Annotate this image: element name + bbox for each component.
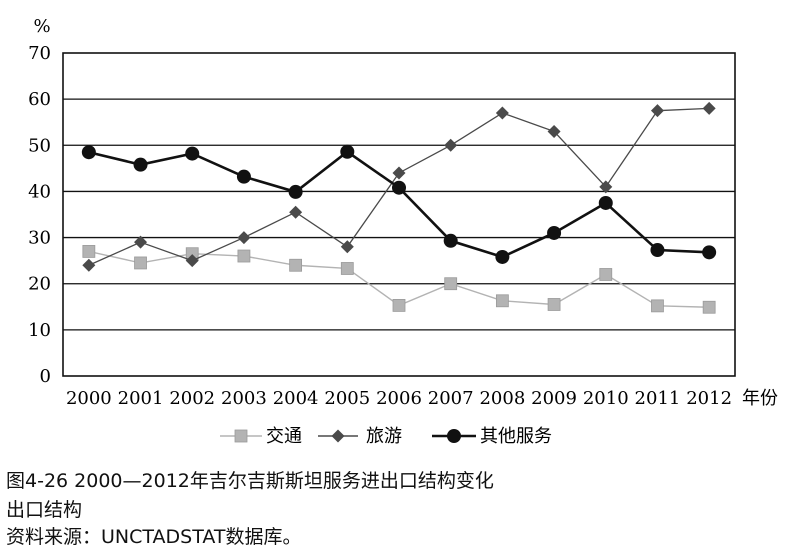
figure-source-note: 资料来源：UNCTADSTAT数据库。: [6, 526, 302, 548]
y-tick-label: 20: [28, 274, 51, 295]
data-point-circle: [236, 169, 251, 184]
data-point-diamond: [134, 235, 148, 249]
data-point-square: [547, 298, 561, 311]
x-unit-label: 年份: [742, 388, 778, 409]
x-tick-label: 2006: [376, 388, 422, 409]
legend: 交通 旅游 其他服务: [220, 426, 552, 447]
data-point-square: [82, 245, 96, 258]
data-point-square: [444, 277, 458, 291]
data-point-square: [392, 299, 406, 312]
x-tick-label: 2012: [686, 388, 732, 409]
x-tick-label: 2000: [66, 388, 112, 409]
data-point-square: [234, 429, 248, 443]
data-point-circle: [392, 180, 406, 195]
legend-item: 其他服务: [432, 426, 552, 447]
data-point-circle: [447, 429, 461, 443]
y-tick-label: 10: [28, 320, 51, 341]
data-point-diamond: [495, 106, 509, 120]
figure-caption-title: 图4-26 2000—2012年吉尔吉斯斯坦服务进出口结构变化: [6, 470, 494, 492]
data-point-square: [495, 294, 509, 308]
x-tick-label: 2008: [479, 388, 525, 409]
x-tick-label: 2001: [118, 388, 164, 409]
data-point-square: [134, 256, 147, 270]
data-point-diamond: [650, 104, 664, 118]
x-tick-label: 2011: [635, 388, 681, 409]
legend-label: 交通: [266, 426, 302, 447]
data-point-diamond: [392, 166, 406, 180]
data-point-diamond: [331, 429, 345, 443]
line-chart: 0 10 20 30 40 50 60 70 2000 2001 2002 2003 2004 2005…: [28, 16, 778, 447]
y-unit-label: %: [33, 16, 50, 37]
data-point-circle: [547, 225, 562, 240]
data-point-diamond: [547, 124, 561, 138]
data-point-circle: [81, 145, 96, 160]
figure-caption-subtitle: 出口结构: [6, 499, 83, 521]
y-tick-label: 60: [28, 89, 51, 110]
data-point-circle: [185, 146, 200, 161]
y-tick-label: 70: [28, 43, 51, 64]
series-1: [82, 245, 716, 314]
legend-label: 其他服务: [480, 426, 552, 447]
data-point-diamond: [237, 231, 251, 245]
data-point-circle: [133, 157, 148, 172]
data-point-diamond: [82, 258, 96, 272]
data-point-square: [289, 258, 303, 272]
data-point-square: [651, 299, 664, 313]
data-point-square: [702, 300, 716, 314]
data-point-circle: [495, 249, 510, 264]
legend-item: 旅游: [318, 426, 402, 447]
data-point-square: [340, 262, 354, 275]
x-tick-label: 2002: [169, 388, 215, 409]
x-tick-label: 2003: [221, 388, 267, 409]
data-point-circle: [598, 195, 613, 210]
y-tick-labels: 0 10 20 30 40 50 60 70: [28, 43, 51, 387]
x-tick-label: 2009: [531, 388, 577, 409]
x-tick-label: 2007: [428, 388, 474, 409]
legend-item: 交通: [220, 426, 302, 447]
legend-label: 旅游: [366, 426, 402, 447]
series-group: [81, 101, 717, 314]
plot-frame: [62, 52, 736, 377]
y-tick-label: 40: [28, 181, 51, 202]
grid-lines: [63, 98, 735, 331]
x-tick-label: 2004: [273, 388, 319, 409]
x-tick-labels: 2000 2001 2002 2003 2004 2005 2006 2007 2008 2009…: [66, 388, 732, 409]
y-tick-label: 50: [28, 135, 51, 156]
data-point-circle: [288, 184, 303, 199]
data-point-square: [237, 249, 251, 263]
x-tick-label: 2005: [324, 388, 370, 409]
data-point-circle: [650, 243, 665, 258]
data-point-diamond: [185, 254, 199, 268]
data-point-circle: [340, 144, 355, 159]
series-3: [81, 144, 717, 264]
y-tick-label: 30: [28, 228, 51, 249]
data-point-circle: [702, 245, 717, 260]
data-point-square: [599, 268, 613, 281]
data-point-diamond: [340, 240, 354, 254]
data-point-diamond: [289, 205, 303, 219]
data-point-diamond: [599, 180, 613, 194]
series-line: [88, 250, 710, 308]
x-tick-label: 2010: [583, 388, 629, 409]
y-tick-label: 0: [40, 366, 51, 387]
data-point-circle: [443, 233, 458, 248]
series-2: [82, 101, 716, 272]
data-point-diamond: [702, 101, 716, 115]
data-point-diamond: [444, 138, 458, 152]
